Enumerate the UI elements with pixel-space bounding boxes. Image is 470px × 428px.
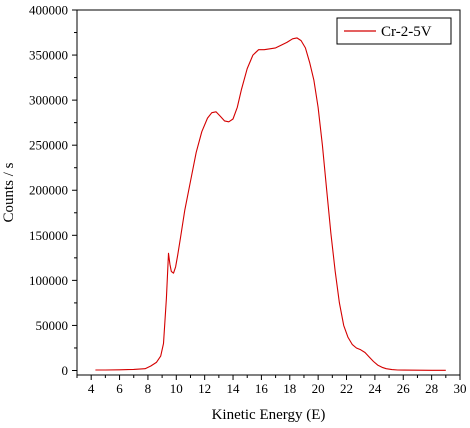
y-axis-ticks: [72, 9, 77, 371]
x-tick-label: 30: [454, 381, 467, 396]
x-tick-label: 18: [283, 381, 296, 396]
x-tick-label: 28: [425, 381, 438, 396]
x-tick-label: 24: [368, 381, 382, 396]
y-tick-label: 250000: [29, 138, 68, 153]
plot-frame: [76, 9, 461, 376]
y-tick-label: 50000: [36, 318, 69, 333]
y-tick-label: 400000: [29, 3, 68, 18]
x-tick-label: 8: [145, 381, 152, 396]
y-axis-title: Counts / s: [1, 162, 17, 222]
x-axis-title: Kinetic Energy (E): [212, 407, 326, 423]
x-tick-label: 22: [340, 381, 353, 396]
x-tick-label: 14: [227, 381, 241, 396]
series-layer: [95, 37, 446, 371]
x-tick-label: 10: [170, 381, 183, 396]
x-tick-label: 26: [397, 381, 411, 396]
legend: Cr-2-5V: [336, 17, 452, 45]
x-tick-label: 20: [312, 381, 325, 396]
y-tick-label: 300000: [29, 93, 68, 108]
x-axis-ticks: [76, 375, 461, 380]
y-tick-label: 350000: [29, 48, 68, 63]
x-axis-tick-labels: 4 6 8 10 12 14 16 18 20 22 24 26 28 30: [88, 381, 467, 396]
plot-area: 4 6 8 10 12 14 16 18 20 22 24 26 28 30 0 50000 100000 15…: [29, 3, 467, 397]
x-tick-label: 4: [88, 381, 95, 396]
y-tick-label: 150000: [29, 228, 68, 243]
y-tick-label: 100000: [29, 273, 68, 288]
y-axis-tick-labels: 0 50000 100000 150000 200000 250000 300000 3500…: [29, 3, 68, 378]
y-tick-label: 0: [62, 363, 69, 378]
legend-label-cr-2-5v: Cr-2-5V: [381, 24, 432, 40]
x-tick-label: 6: [116, 381, 123, 396]
x-tick-label: 12: [198, 381, 211, 396]
y-tick-label: 200000: [29, 183, 68, 198]
x-tick-label: 16: [255, 381, 269, 396]
series-line-cr-2-5v: [95, 37, 446, 371]
